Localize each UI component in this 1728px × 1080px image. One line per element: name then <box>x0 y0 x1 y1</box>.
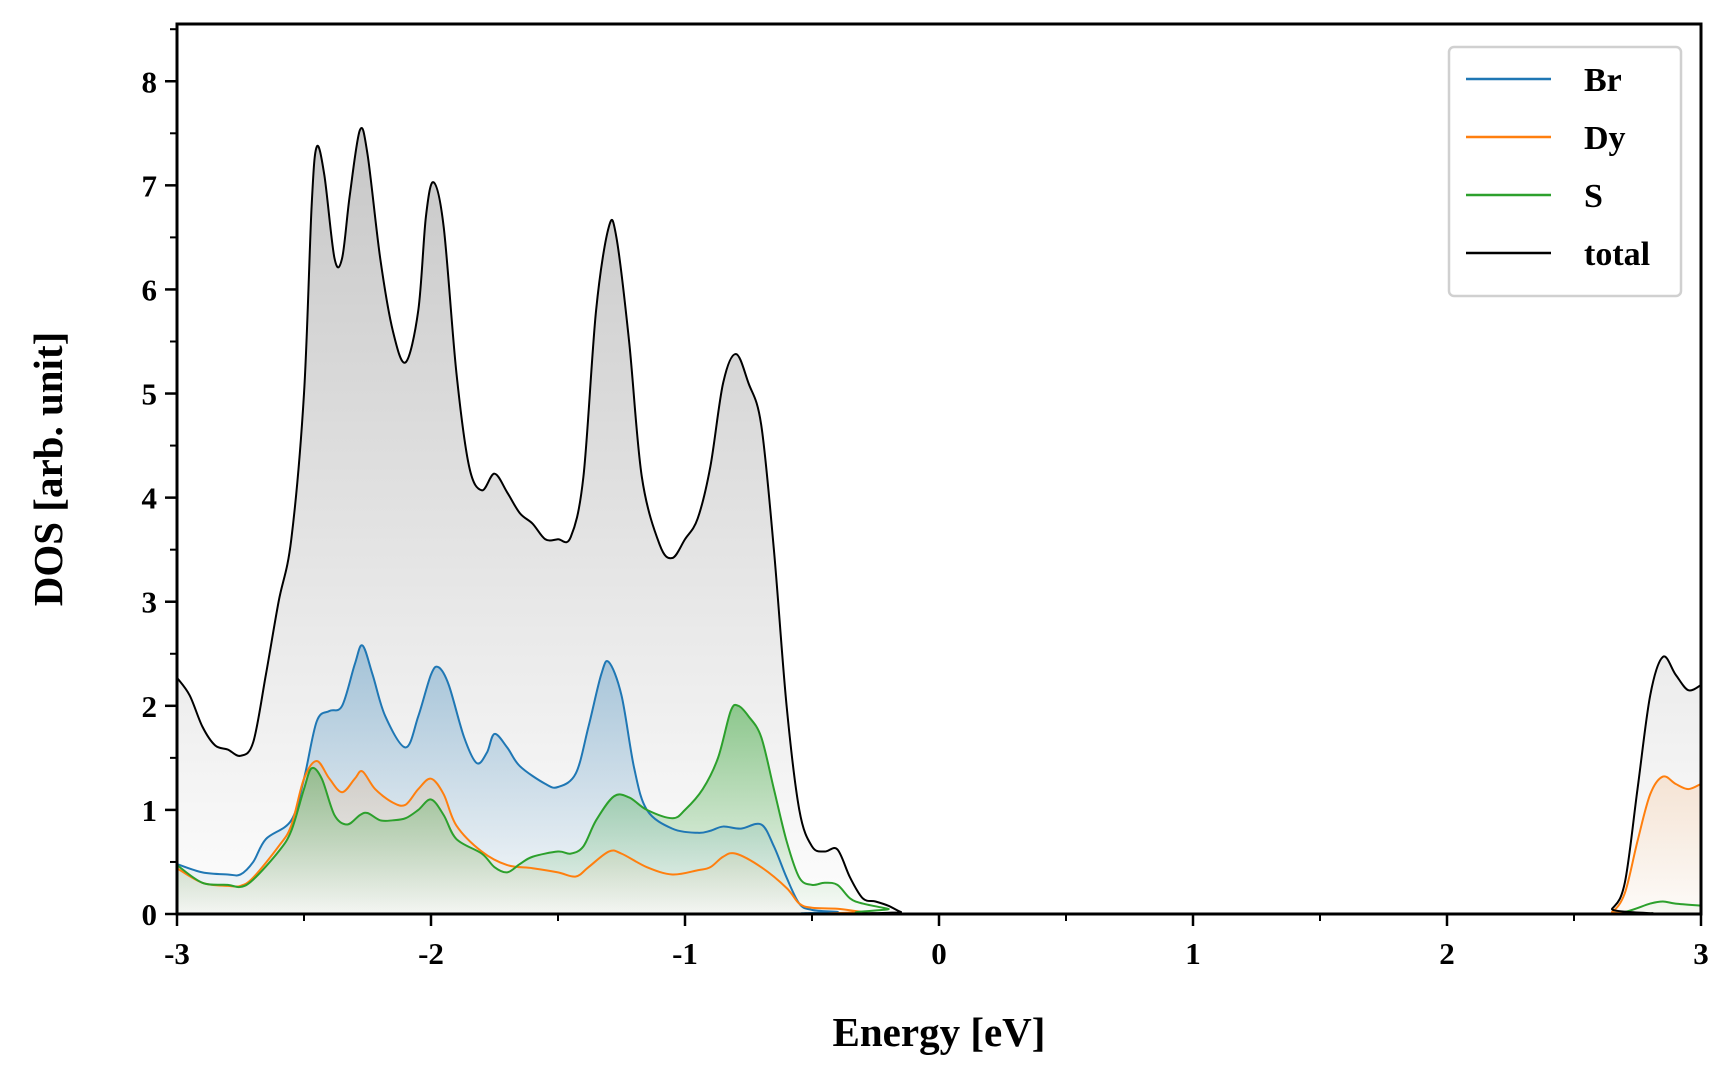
x-tick-label: 2 <box>1439 936 1455 971</box>
y-tick-label: 7 <box>142 168 158 203</box>
x-tick-label: -3 <box>164 936 190 971</box>
fill-total <box>177 127 1701 914</box>
fill-s <box>177 704 1701 914</box>
y-tick-label: 1 <box>142 793 158 828</box>
legend-label-s: S <box>1584 178 1603 215</box>
x-tick-label: 0 <box>931 936 947 971</box>
x-tick-label: -2 <box>418 936 444 971</box>
y-tick-label: 2 <box>142 689 158 724</box>
fill-br <box>177 645 1701 914</box>
x-tick-label: 1 <box>1185 936 1201 971</box>
legend-box <box>1447 45 1683 298</box>
x-axis: -3 -2 -1 0 1 2 3 <box>164 914 1709 971</box>
y-axis-label: DOS [arb. unit] <box>25 332 71 607</box>
y-tick-label: 3 <box>142 585 158 620</box>
x-tick-label: -1 <box>672 936 698 971</box>
y-tick-label: 0 <box>142 897 158 932</box>
series-fills <box>177 127 1701 914</box>
x-axis-label: Energy [eV] <box>833 1009 1046 1055</box>
legend-label-total: total <box>1584 236 1650 273</box>
legend-label-br: Br <box>1584 62 1622 99</box>
y-axis: 0 1 2 3 4 5 6 7 8 <box>142 28 177 932</box>
y-tick-label: 6 <box>142 272 158 307</box>
x-tick-label: 3 <box>1693 936 1709 971</box>
line-s <box>176 703 1702 916</box>
y-tick-label: 5 <box>142 377 158 412</box>
y-tick-label: 4 <box>142 481 158 516</box>
legend-label-dy: Dy <box>1584 120 1626 157</box>
y-tick-label: 8 <box>142 64 158 99</box>
